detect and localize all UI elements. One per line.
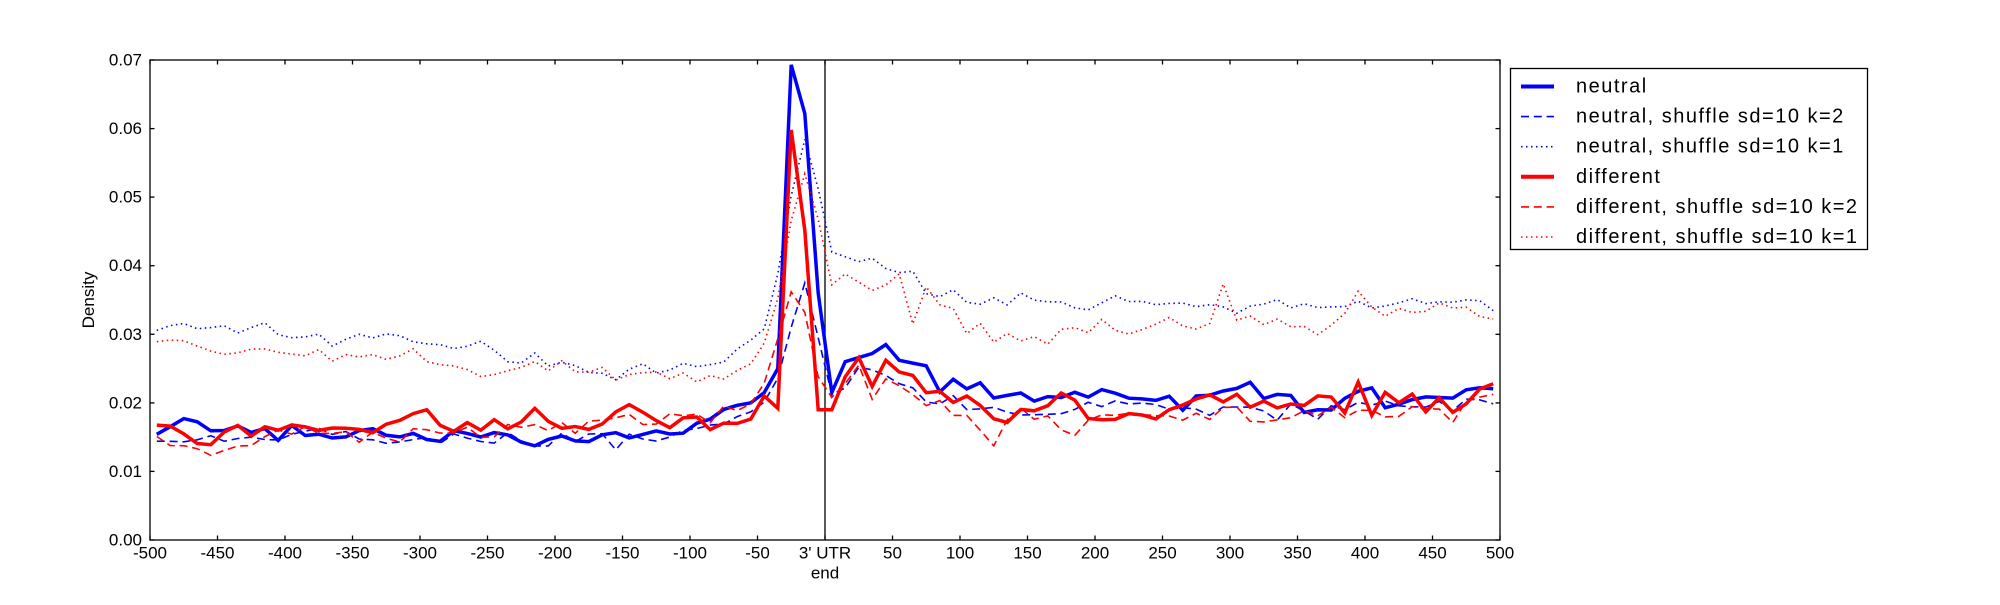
svg-text:0.00: 0.00	[109, 531, 142, 550]
svg-text:-100: -100	[673, 544, 707, 563]
svg-text:-50: -50	[745, 544, 770, 563]
svg-text:-500: -500	[133, 544, 167, 563]
svg-text:different: different	[1576, 166, 1661, 188]
svg-text:0.03: 0.03	[109, 325, 142, 344]
svg-text:100: 100	[946, 544, 974, 563]
svg-text:end: end	[811, 564, 839, 583]
svg-text:different, shuffle sd=10 k=1: different, shuffle sd=10 k=1	[1576, 226, 1859, 248]
svg-text:0.06: 0.06	[109, 119, 142, 138]
svg-text:Density: Density	[79, 271, 98, 328]
svg-text:150: 150	[1013, 544, 1041, 563]
svg-text:0.02: 0.02	[109, 393, 142, 412]
svg-text:0.04: 0.04	[109, 256, 142, 275]
svg-text:-200: -200	[538, 544, 572, 563]
svg-text:-350: -350	[335, 544, 369, 563]
svg-text:neutral: neutral	[1576, 76, 1648, 98]
svg-text:250: 250	[1148, 544, 1176, 563]
svg-text:3' UTR: 3' UTR	[799, 544, 851, 563]
svg-text:-450: -450	[200, 544, 234, 563]
svg-text:neutral, shuffle sd=10 k=2: neutral, shuffle sd=10 k=2	[1576, 106, 1845, 128]
svg-text:-150: -150	[605, 544, 639, 563]
svg-text:450: 450	[1418, 544, 1446, 563]
svg-text:different, shuffle sd=10 k=2: different, shuffle sd=10 k=2	[1576, 196, 1859, 218]
svg-text:0.05: 0.05	[109, 188, 142, 207]
svg-text:350: 350	[1283, 544, 1311, 563]
svg-text:200: 200	[1081, 544, 1109, 563]
svg-text:neutral, shuffle sd=10 k=1: neutral, shuffle sd=10 k=1	[1576, 136, 1845, 158]
svg-text:-250: -250	[470, 544, 504, 563]
svg-text:500: 500	[1486, 544, 1514, 563]
svg-text:400: 400	[1351, 544, 1379, 563]
svg-text:0.07: 0.07	[109, 51, 142, 70]
svg-text:0.01: 0.01	[109, 462, 142, 481]
svg-text:-400: -400	[268, 544, 302, 563]
svg-text:-300: -300	[403, 544, 437, 563]
svg-text:300: 300	[1216, 544, 1244, 563]
svg-text:50: 50	[883, 544, 902, 563]
